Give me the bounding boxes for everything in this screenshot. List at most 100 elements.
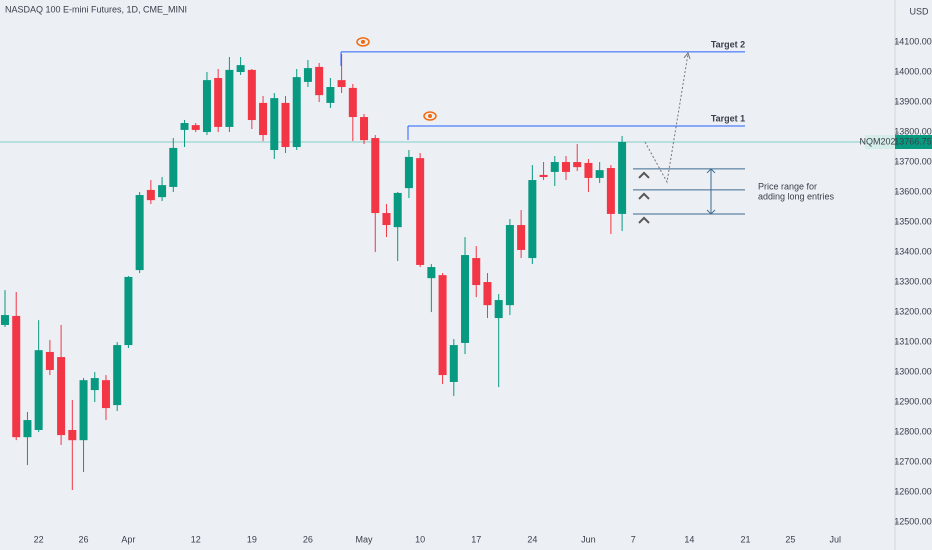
x-tick-label: 17 <box>471 534 481 544</box>
candle-body <box>371 138 380 214</box>
y-tick-label: 13100.00 <box>894 336 932 346</box>
candle-body <box>562 162 570 172</box>
range-arrow-head <box>706 168 716 215</box>
candle-body <box>494 300 503 319</box>
candle-body <box>517 225 526 250</box>
target-label: Target 1 <box>711 113 745 123</box>
y-tick-label: 13400.00 <box>894 246 932 256</box>
eye-icon <box>356 37 370 47</box>
candle-body <box>158 185 167 198</box>
y-tick-label: 13600.00 <box>894 186 932 196</box>
y-tick-label: 12500.00 <box>894 516 932 526</box>
candle-body <box>360 117 369 141</box>
candle-body <box>404 156 413 189</box>
x-tick-label: 26 <box>303 534 313 544</box>
x-tick-label: 22 <box>34 534 44 544</box>
y-tick-label: 13800.00 <box>894 126 932 136</box>
candle-body <box>461 255 470 343</box>
candle-body <box>146 189 155 201</box>
candle-body <box>247 69 256 121</box>
y-tick-label: 13000.00 <box>894 366 932 376</box>
candle-body <box>191 125 200 130</box>
projection <box>644 53 689 184</box>
price-label: 13766.75 <box>894 136 932 146</box>
symbol-box <box>865 135 895 150</box>
candle-body <box>135 195 144 271</box>
candle-body <box>606 168 615 214</box>
candle-body <box>348 87 357 118</box>
candle-body <box>23 420 32 438</box>
x-tick-label: 7 <box>631 534 636 544</box>
y-tick-label: 13900.00 <box>894 96 932 106</box>
candle-body <box>483 282 492 306</box>
y-tick-label: 13300.00 <box>894 276 932 286</box>
candle-body <box>270 98 279 151</box>
y-tick-label: 13700.00 <box>894 156 932 166</box>
x-tick-label: 19 <box>247 534 257 544</box>
candle-body <box>90 378 99 391</box>
candle-body <box>595 170 604 178</box>
x-tick-label: Jun <box>581 534 596 544</box>
candle-body <box>124 276 133 346</box>
x-tick-label: May <box>356 534 374 544</box>
x-tick-label: 26 <box>79 534 89 544</box>
candle-body <box>180 123 189 130</box>
y-tick-label: 14100.00 <box>894 36 932 46</box>
x-tick-label: 24 <box>527 534 537 544</box>
candle-body <box>315 66 324 96</box>
x-tick-label: Jul <box>830 534 842 544</box>
candle-body <box>281 102 290 148</box>
x-tick-label: 14 <box>684 534 694 544</box>
symbol-label: NQM2021 <box>859 136 900 146</box>
x-tick-label: 25 <box>785 534 795 544</box>
range-label: Price range for <box>758 181 817 191</box>
y-tick-label: 12600.00 <box>894 486 932 496</box>
price-box <box>895 135 932 150</box>
x-tick-label: 10 <box>415 534 425 544</box>
eye-icon <box>423 111 437 121</box>
eye-pupil <box>361 39 365 44</box>
currency: USD <box>909 6 929 16</box>
eye-pupil <box>428 114 432 119</box>
candle-body <box>68 429 77 441</box>
chart-title: NASDAQ 100 E-mini Futures, 1D, CME_MINI <box>5 4 187 14</box>
chevron <box>638 216 650 224</box>
candle-body <box>584 162 593 178</box>
candle-body <box>113 345 122 406</box>
candle-body <box>528 180 537 259</box>
candle-body <box>45 351 54 370</box>
y-tick-label: 13200.00 <box>894 306 932 316</box>
candle-body <box>292 77 301 148</box>
x-tick-label: 21 <box>741 534 751 544</box>
candle-body <box>214 78 223 127</box>
y-tick-label: 12800.00 <box>894 426 932 436</box>
candle-body <box>382 213 391 226</box>
candle-body <box>236 65 245 73</box>
candle-body <box>573 162 582 168</box>
candle-body <box>337 80 346 88</box>
candle-body <box>618 142 627 214</box>
candle-body <box>505 225 514 306</box>
candle-body <box>12 315 21 438</box>
candle-body <box>79 380 88 441</box>
x-tick-label: Apr <box>121 534 135 544</box>
range-label: adding long entries <box>758 191 835 201</box>
candle-body <box>259 102 268 136</box>
candle-body <box>449 345 458 382</box>
candle-body <box>1 315 9 325</box>
candle-body <box>550 162 559 172</box>
y-tick-label: 12700.00 <box>894 456 932 466</box>
projection-head <box>683 51 691 60</box>
candle-body <box>303 68 312 82</box>
candle-body <box>326 87 335 103</box>
candle-body <box>101 380 110 409</box>
candle-body <box>57 357 66 436</box>
target-label: Target 2 <box>711 39 745 49</box>
x-tick-label: 12 <box>191 534 201 544</box>
candle-body <box>427 267 436 279</box>
chevron <box>638 192 650 200</box>
candle-body <box>416 158 425 265</box>
candle-body <box>34 350 43 430</box>
candle-body <box>169 147 178 187</box>
chevron <box>638 171 650 179</box>
